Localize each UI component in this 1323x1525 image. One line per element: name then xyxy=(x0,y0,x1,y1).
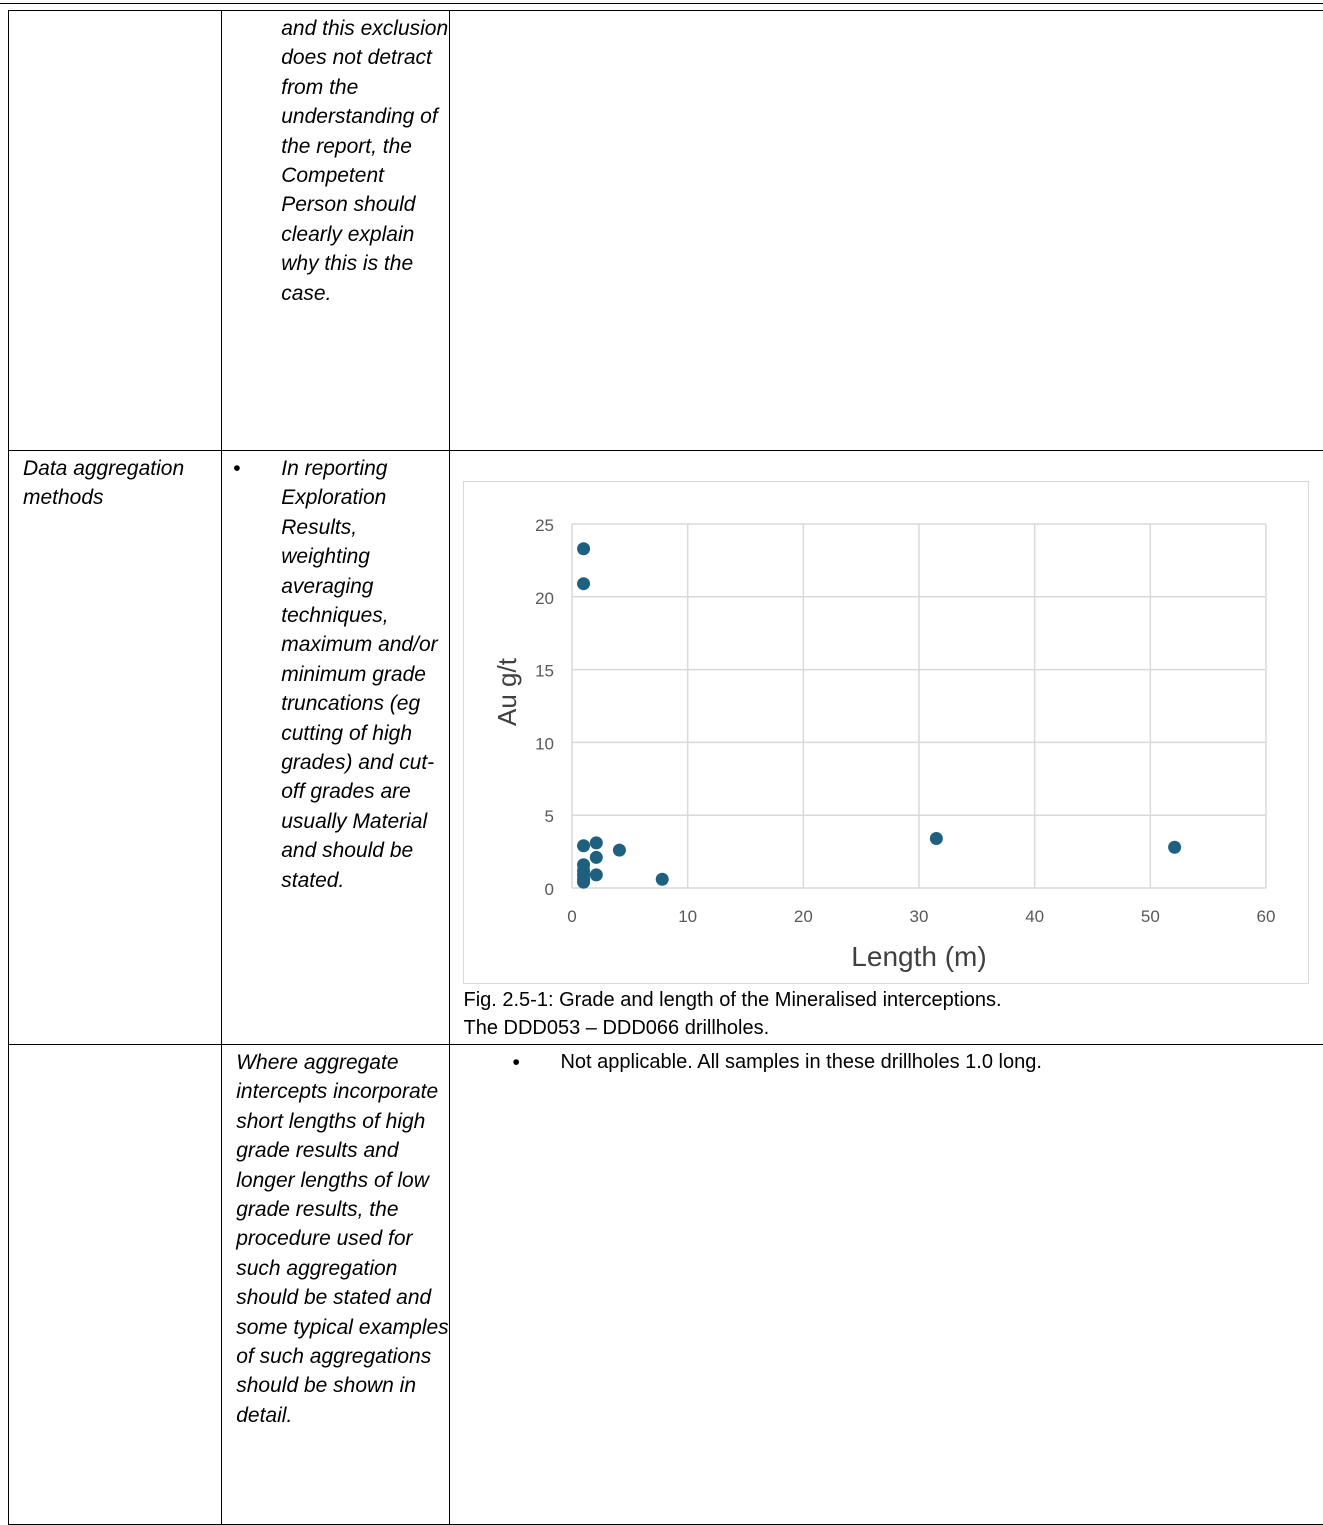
x-tick-label: 0 xyxy=(568,907,577,926)
y-axis-title: Au g/t xyxy=(492,657,522,726)
commentary-cell: • Not applicable. All samples in these d… xyxy=(450,1045,1323,1525)
data-point xyxy=(578,577,591,590)
bullet-icon: • xyxy=(512,1048,519,1077)
caption-line-1: Fig. 2.5-1: Grade and length of the Mine… xyxy=(463,986,1323,1014)
criteria-label: Data aggregation methods xyxy=(9,451,221,513)
bullet-icon: • xyxy=(233,454,240,483)
y-tick-label: 20 xyxy=(536,589,555,608)
data-point xyxy=(578,839,591,852)
data-point xyxy=(590,836,603,849)
chart-svg: 0 5 10 15 20 25 0 10 20 30 40 50 60 Length (m) Au g/t xyxy=(464,482,1310,985)
explanation-text: In reporting Exploration Results, weight… xyxy=(281,454,449,895)
explanation-cell: Where aggregate intercepts incorporate s… xyxy=(222,1045,450,1525)
commentary-cell xyxy=(450,11,1323,451)
data-point xyxy=(578,542,591,555)
bullet-item: • In reporting Exploration Results, weig… xyxy=(222,451,449,895)
data-point xyxy=(578,876,591,889)
criteria-cell xyxy=(9,1045,222,1525)
figure-caption: Fig. 2.5-1: Grade and length of the Mine… xyxy=(463,986,1323,1042)
caption-line-2: The DDD053 – DDD066 drillholes. xyxy=(463,1014,1323,1042)
data-point xyxy=(656,873,669,886)
y-tick-label: 5 xyxy=(545,807,554,826)
x-tick-label: 40 xyxy=(1026,907,1045,926)
scatter-chart: 0 5 10 15 20 25 0 10 20 30 40 50 60 Length (m) Au g/t xyxy=(463,481,1309,984)
page-top-rule xyxy=(0,3,1323,4)
x-axis-title: Length (m) xyxy=(852,941,987,972)
bullet-item: • Not applicable. All samples in these d… xyxy=(450,1045,1323,1077)
y-tick-label: 25 xyxy=(536,516,555,535)
criteria-cell xyxy=(9,11,222,451)
commentary-text: Not applicable. All samples in these dri… xyxy=(560,1048,1323,1077)
x-tick-label: 60 xyxy=(1257,907,1276,926)
x-tick-label: 50 xyxy=(1141,907,1160,926)
data-point xyxy=(590,868,603,881)
table-row: Data aggregation methods • In reporting … xyxy=(9,451,1323,1045)
explanation-cell: • In reporting Exploration Results, weig… xyxy=(222,451,450,1045)
table-row: Where aggregate intercepts incorporate s… xyxy=(9,1045,1323,1525)
data-point xyxy=(930,832,943,845)
y-tick-label: 10 xyxy=(536,734,555,753)
criteria-cell: Data aggregation methods xyxy=(9,451,222,1045)
table-row: and this exclusion does not detract from… xyxy=(9,11,1323,451)
data-point xyxy=(1169,841,1182,854)
data-point xyxy=(590,851,603,864)
x-tick-label: 20 xyxy=(794,907,813,926)
explanation-text: Where aggregate intercepts incorporate s… xyxy=(236,1045,449,1430)
y-tick-label: 15 xyxy=(536,662,555,681)
explanation-cell: and this exclusion does not detract from… xyxy=(222,11,450,451)
x-tick-label: 10 xyxy=(679,907,698,926)
jorc-table: and this exclusion does not detract from… xyxy=(8,10,1323,1525)
y-tick-label: 0 xyxy=(545,880,554,899)
x-tick-label: 30 xyxy=(910,907,929,926)
data-point xyxy=(613,844,626,857)
explanation-text: and this exclusion does not detract from… xyxy=(281,11,449,308)
